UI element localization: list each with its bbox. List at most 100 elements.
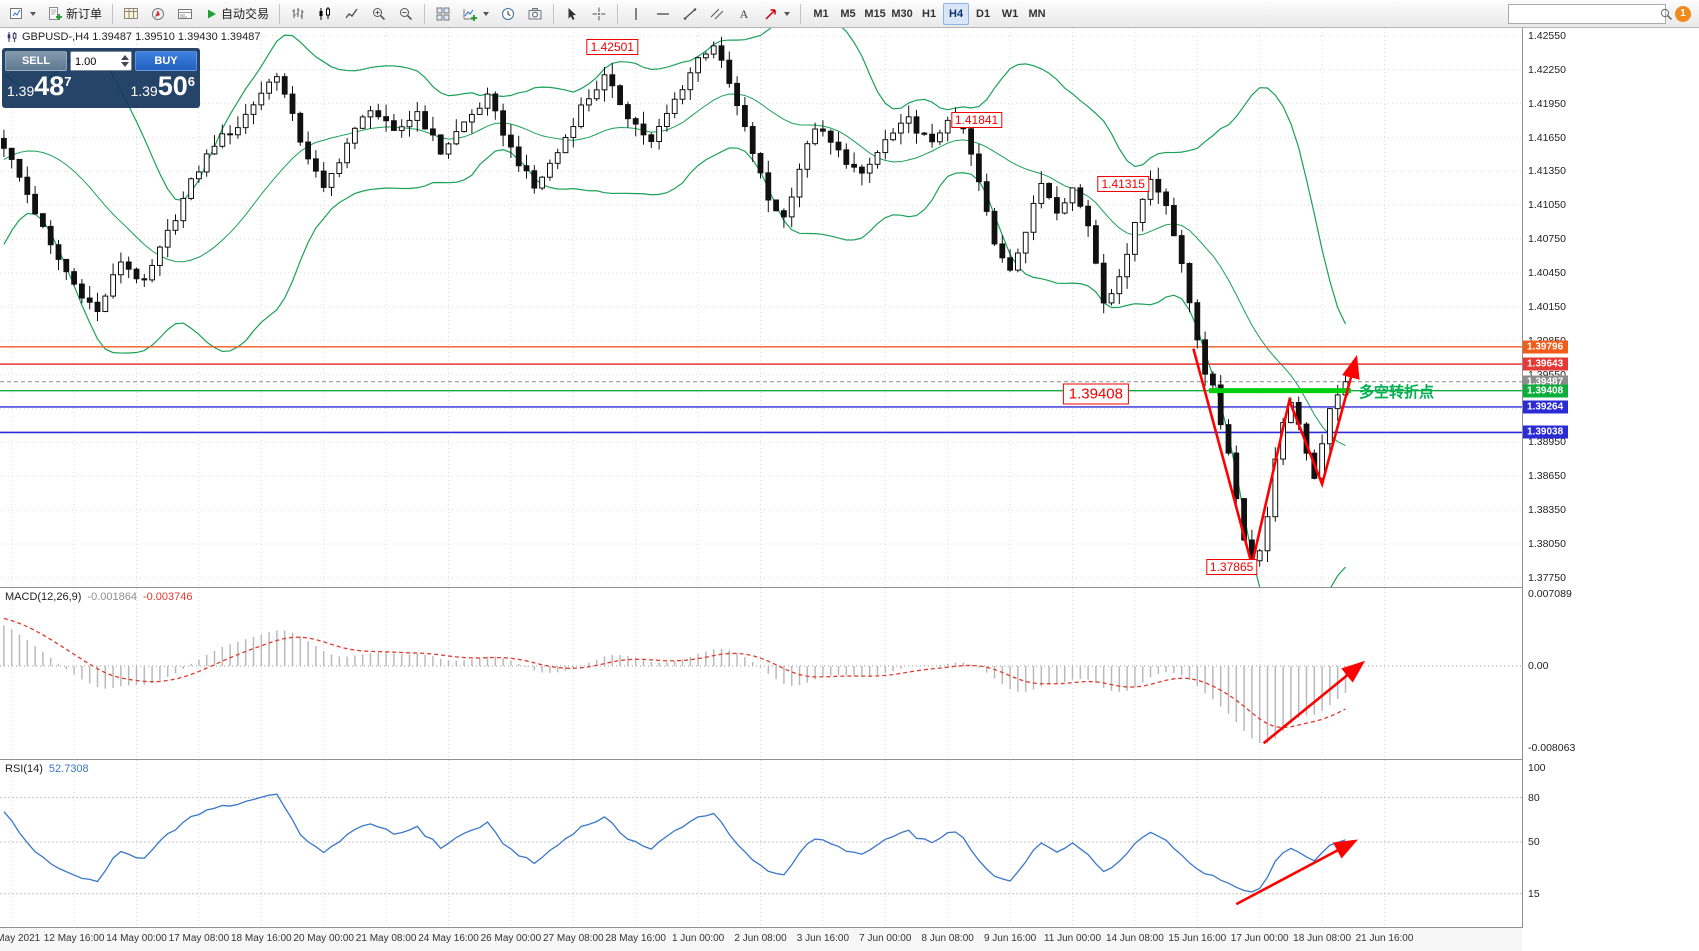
new-order-button[interactable]: 新订单 xyxy=(42,2,107,26)
time-axis-label: 11 May 2021 xyxy=(0,933,41,944)
price-annotation-label[interactable]: 1.37865 xyxy=(1205,558,1258,575)
price-chart-canvas[interactable] xyxy=(0,28,1522,588)
price-tick: 1.41650 xyxy=(1528,131,1566,144)
sell-button[interactable]: SELL xyxy=(5,51,67,71)
price-annotation-label[interactable]: 1.41315 xyxy=(1097,175,1149,192)
navigator-button[interactable] xyxy=(145,2,171,26)
price-tick: 1.38950 xyxy=(1528,436,1566,449)
time-axis-label: 1 Jun 00:00 xyxy=(671,933,725,944)
time-axis-label: 24 May 16:00 xyxy=(418,933,479,944)
volume-down-icon[interactable] xyxy=(121,62,129,67)
horizontal-line-tool-button[interactable] xyxy=(650,2,676,26)
trendline-tool-button[interactable] xyxy=(677,2,703,26)
notifications-icon[interactable]: 1 xyxy=(1675,5,1691,22)
timeframe-w1[interactable]: W1 xyxy=(997,3,1023,25)
rsi-trend-arrow[interactable] xyxy=(1235,839,1358,906)
bollinger-bands xyxy=(3,28,1347,588)
cursor-icon xyxy=(568,7,577,20)
price-tick: 1.41050 xyxy=(1528,199,1566,212)
arrow-objects-button[interactable] xyxy=(758,2,795,26)
equidistant-channel-icon xyxy=(710,8,724,19)
buy-button[interactable]: BUY xyxy=(135,51,197,71)
zoom-out-button[interactable] xyxy=(393,2,419,26)
price-path-arrow[interactable] xyxy=(1192,348,1360,566)
crosshair-button[interactable] xyxy=(586,2,612,26)
price-scale[interactable]: 1.37750 1.38050 1.38350 1.38650 1.38950 1.392… xyxy=(1522,28,1699,928)
toolbar-separator xyxy=(112,3,114,24)
price-tick: 1.40450 xyxy=(1528,267,1566,279)
time-axis-label: 28 May 16:00 xyxy=(605,933,666,944)
time-axis-label: 14 May 00:00 xyxy=(106,933,167,944)
timeframe-h1[interactable]: H1 xyxy=(916,3,942,25)
timeframe-m1[interactable]: M1 xyxy=(808,3,834,25)
turning-point-text[interactable]: 多空转折点 xyxy=(1358,383,1434,401)
autotrade-button[interactable]: 自动交易 xyxy=(199,2,274,26)
price-tick: 0.00 xyxy=(1528,660,1549,673)
price-tick: 100 xyxy=(1528,762,1546,774)
timeframe-mn[interactable]: MN xyxy=(1024,3,1050,25)
bar-chart-button[interactable] xyxy=(285,2,311,26)
camera-icon xyxy=(528,7,542,19)
macd-header: MACD(12,26,9) -0.001864 -0.003746 xyxy=(5,591,193,603)
zoom-in-button[interactable] xyxy=(366,2,392,26)
text-tool-button[interactable]: A xyxy=(731,2,757,26)
time-axis-label: 20 May 00:00 xyxy=(293,933,354,944)
screenshot-button[interactable] xyxy=(522,2,548,26)
time-axis-label: 17 May 08:00 xyxy=(168,933,230,944)
price-annotation-label[interactable]: 1.41841 xyxy=(950,111,1003,128)
price-annotation-label[interactable]: 1.39408 xyxy=(1062,383,1130,405)
volume-input[interactable] xyxy=(71,54,115,70)
indicators-button[interactable] xyxy=(457,2,494,26)
timeframe-h4[interactable]: H4 xyxy=(943,2,970,25)
volume-up-icon[interactable] xyxy=(121,55,129,60)
macd-panel-canvas[interactable] xyxy=(0,588,1522,760)
timeframe-d1[interactable]: D1 xyxy=(970,3,996,25)
terminal-button[interactable] xyxy=(172,2,198,26)
panel-separator[interactable] xyxy=(0,587,1699,588)
panel-separator[interactable] xyxy=(0,759,1699,760)
chevron-down-icon xyxy=(784,11,791,16)
tile-windows-icon xyxy=(436,7,450,20)
search-input[interactable] xyxy=(1509,5,1659,22)
price-annotation-label[interactable]: 1.42501 xyxy=(586,38,638,55)
arrow-object-icon xyxy=(765,8,776,20)
macd-trend-arrow[interactable] xyxy=(1262,660,1366,745)
timeframe-m5[interactable]: M5 xyxy=(835,3,861,25)
price-tick: -0.008063 xyxy=(1528,742,1576,754)
timeframe-m30[interactable]: M30 xyxy=(889,3,915,25)
sell-price-sup: 7 xyxy=(64,74,72,89)
price-tick: 1.40150 xyxy=(1528,300,1566,313)
toolbar-separator xyxy=(279,3,281,24)
timeframe-toolbar: M1 M5 M15 M30 H1 H4 D1 W1 MN xyxy=(808,2,1050,25)
time-axis-label: 17 Jun 00:00 xyxy=(1230,933,1289,944)
rsi-panel-canvas[interactable] xyxy=(0,760,1522,928)
vertical-line-tool-button[interactable] xyxy=(623,2,649,26)
bollinger-lower xyxy=(3,147,1346,588)
period-clock-button[interactable] xyxy=(495,2,521,26)
main-toolbar: 新订单 自动交易 xyxy=(0,0,1699,28)
zoom-out-icon xyxy=(400,7,413,20)
toolbar-separator xyxy=(553,3,555,24)
macd-label: MACD(12,26,9) xyxy=(5,591,82,603)
search-button[interactable] xyxy=(1659,5,1673,23)
timeframe-m15[interactable]: M15 xyxy=(862,3,888,25)
sell-price-prefix: 1.39 xyxy=(7,83,35,99)
line-chart-button[interactable] xyxy=(339,2,365,26)
market-watch-icon xyxy=(124,7,139,19)
channel-tool-button[interactable] xyxy=(704,2,730,26)
cursor-button[interactable] xyxy=(559,2,585,26)
price-tag: 1.39038 xyxy=(1523,425,1569,439)
new-chart-button[interactable] xyxy=(4,2,41,26)
price-tick: 0.007089 xyxy=(1528,588,1572,600)
tile-windows-button[interactable] xyxy=(430,2,456,26)
price-tick: 1.38050 xyxy=(1528,537,1566,550)
price-tick: 1.38650 xyxy=(1528,470,1566,483)
market-watch-button[interactable] xyxy=(118,2,144,26)
candlestick-chart-button[interactable] xyxy=(312,2,338,26)
time-axis-label: 2 Jun 08:00 xyxy=(734,933,787,944)
time-axis-label: 7 Jun 00:00 xyxy=(859,933,912,944)
price-tag: 1.39264 xyxy=(1523,400,1569,414)
trendline-icon xyxy=(683,7,697,20)
sell-price: 1.39 48 7 xyxy=(7,73,72,100)
